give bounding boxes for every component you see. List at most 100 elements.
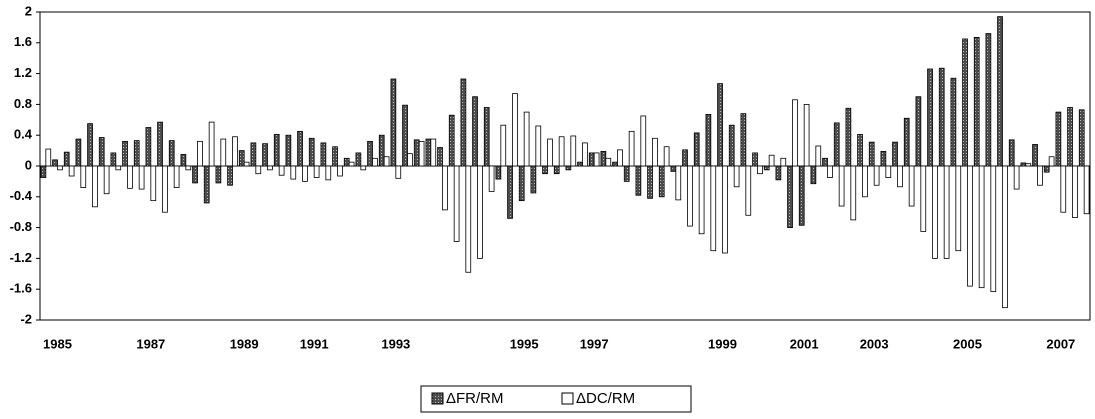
bar [798, 165, 805, 226]
bar [705, 114, 712, 167]
bar [220, 138, 227, 167]
y-tick-label: -1.6 [10, 281, 32, 296]
bar [472, 96, 478, 167]
bar [932, 165, 938, 259]
bar [173, 165, 180, 188]
bar [822, 157, 828, 167]
bar [553, 165, 560, 175]
bar [168, 140, 175, 167]
bar [437, 147, 443, 167]
bar [40, 165, 47, 178]
bar [302, 165, 308, 182]
bar [810, 165, 817, 185]
bar [325, 165, 332, 181]
bar [903, 117, 910, 167]
x-tick-label: 1995 [510, 336, 539, 351]
bar [250, 142, 257, 167]
bar [1025, 163, 1032, 167]
bar [687, 165, 693, 227]
bar [838, 165, 845, 207]
bar [430, 138, 437, 167]
bar [262, 143, 268, 167]
bar [967, 165, 973, 287]
legend-swatch [561, 392, 574, 405]
bar [740, 113, 747, 167]
bar [92, 165, 98, 208]
bar [897, 165, 903, 188]
bar [45, 148, 52, 167]
bar [652, 137, 658, 167]
bar [857, 134, 863, 167]
bar [577, 161, 583, 167]
y-tick-label: -1.2 [10, 250, 32, 265]
bar [378, 134, 385, 167]
bar [565, 165, 572, 171]
bar [915, 96, 922, 167]
bar [768, 154, 775, 167]
bar [530, 165, 537, 194]
bar [663, 146, 670, 167]
x-tick-label: 2003 [860, 336, 889, 351]
bar [523, 111, 530, 167]
bar [355, 152, 362, 167]
legend-label: ΔDC/RM [576, 390, 635, 407]
bar [780, 157, 787, 167]
bar [710, 165, 717, 252]
bar [157, 121, 163, 167]
bar [927, 68, 933, 167]
bar [775, 165, 782, 181]
bar [1037, 165, 1043, 186]
bar [390, 78, 397, 167]
bar [1072, 165, 1078, 218]
y-tick-label: 0.4 [14, 127, 33, 142]
y-tick-label: 0.8 [14, 96, 32, 111]
bar [1048, 156, 1055, 167]
bar [542, 165, 548, 175]
y-tick-label: -2 [20, 311, 32, 326]
bar [850, 165, 857, 221]
bar [512, 93, 518, 167]
bar [628, 130, 635, 167]
bar [845, 107, 852, 167]
bar [682, 149, 688, 167]
bar [693, 132, 700, 167]
bar [122, 140, 128, 167]
bar [57, 165, 63, 171]
bar [617, 149, 623, 167]
bar [990, 165, 997, 292]
bar [208, 121, 215, 167]
bar [180, 154, 187, 167]
bar [483, 107, 490, 167]
x-tick-label: 1991 [300, 336, 329, 351]
bar [320, 142, 327, 167]
bar [313, 165, 320, 178]
bar [442, 165, 448, 211]
bar [343, 157, 350, 167]
bar [640, 115, 647, 167]
bar [558, 136, 565, 167]
bar [145, 127, 152, 167]
bar [722, 165, 728, 254]
bar [962, 38, 968, 167]
bar [1067, 107, 1073, 167]
bar [868, 141, 875, 167]
x-tick-label: 1997 [580, 336, 609, 351]
bar [425, 138, 432, 167]
bar [745, 165, 752, 216]
bar [752, 152, 758, 167]
bar [477, 165, 483, 259]
bar [150, 165, 157, 202]
bar [892, 141, 898, 167]
bar [372, 157, 378, 167]
bar [873, 165, 880, 186]
bar [255, 165, 262, 175]
bar [402, 104, 408, 167]
bar [460, 78, 467, 167]
bar [670, 165, 677, 172]
bar [593, 152, 600, 167]
y-tick-label: 1.6 [14, 34, 32, 49]
bar [308, 137, 315, 167]
bar [332, 146, 338, 167]
bar [518, 165, 525, 202]
